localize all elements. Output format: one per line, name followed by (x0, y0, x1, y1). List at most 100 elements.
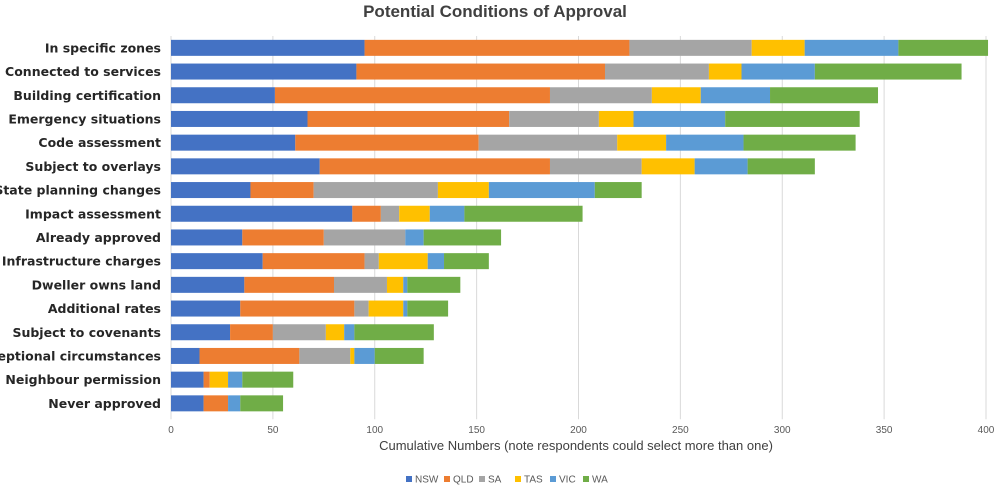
bar-segment-tas (751, 39, 805, 56)
bar-segment-sa (380, 205, 400, 222)
legend-label: WA (592, 475, 608, 486)
bar-segment-wa (444, 253, 489, 270)
category-label: Emergency situations (8, 111, 161, 126)
bar-segment-tas (399, 205, 430, 222)
x-tick-label: 100 (366, 425, 383, 436)
bar-segment-tas (350, 347, 355, 364)
x-tick-label: 150 (468, 425, 485, 436)
x-tick-label: 300 (774, 425, 791, 436)
bar-segment-tas (209, 371, 229, 388)
bar-segment-vic (354, 347, 375, 364)
bar-segment-tas (325, 324, 345, 341)
category-label: Already approved (36, 230, 161, 245)
bar-segment-tas (617, 134, 667, 151)
legend: NSW QLD SA TAS VIC WA (406, 475, 608, 486)
bar-segment-wa (725, 110, 860, 127)
bar-segment-qld (352, 205, 381, 222)
bar-segment-sa (509, 110, 599, 127)
bar-segment-qld (295, 134, 479, 151)
bar-segment-wa (594, 182, 642, 199)
bar-segment-wa (240, 395, 284, 412)
bar-segment-vic (700, 87, 771, 104)
bar-segment-qld (242, 229, 324, 246)
bar-segment-vic (228, 371, 243, 388)
bar-segment-sa (549, 158, 642, 175)
bar-segment-nsw (171, 395, 204, 412)
bar-segment-tas (378, 253, 428, 270)
category-label: In specific zones (45, 40, 161, 55)
legend-label: VIC (559, 475, 576, 486)
legend-label: NSW (415, 475, 439, 486)
bar-segment-wa (423, 229, 502, 246)
category-label: Impact assessment (25, 206, 161, 221)
bar-segment-nsw (171, 300, 241, 317)
bar-segment-nsw (171, 63, 357, 80)
category-label: Never approved (48, 396, 161, 411)
bar-segment-tas (651, 87, 701, 104)
bar-segment-qld (356, 63, 605, 80)
bar-segment-tas (641, 158, 695, 175)
category-label: Building certification (13, 88, 161, 103)
category-label: Code assessment (38, 135, 161, 150)
bar-segment-qld (319, 158, 550, 175)
bar-segment-vic (344, 324, 355, 341)
bar-segment-sa (334, 276, 387, 293)
bars (171, 39, 989, 412)
category-label: State planning changes (0, 183, 161, 198)
bar-segment-sa (272, 324, 326, 341)
legend-swatch-sa (479, 476, 485, 482)
bar-segment-vic (488, 182, 595, 199)
bar-segment-qld (203, 395, 229, 412)
x-tick-label: 50 (267, 425, 279, 436)
x-axis-title: Cumulative Numbers (note respondents cou… (379, 438, 773, 453)
x-tick-label: 350 (876, 425, 893, 436)
bar-segment-wa (770, 87, 879, 104)
bar-segment-wa (374, 347, 424, 364)
legend-swatch-wa (583, 476, 589, 482)
x-tick-label: 0 (168, 425, 174, 436)
legend-swatch-vic (550, 476, 556, 482)
bar-segment-wa (242, 371, 294, 388)
legend-label: QLD (453, 475, 474, 486)
category-label: Infrastructure charges (2, 254, 161, 269)
bar-segment-tas (437, 182, 489, 199)
bar-segment-nsw (171, 87, 275, 104)
category-label: Dweller owns land (32, 277, 161, 292)
bar-segment-qld (203, 371, 210, 388)
bar-segment-wa (407, 276, 461, 293)
bar-segment-tas (386, 276, 404, 293)
bar-segment-vic (804, 39, 899, 56)
category-label: Additional rates (48, 301, 161, 316)
bar-segment-sa (299, 347, 351, 364)
bar-segment-vic (694, 158, 748, 175)
bar-segment-sa (323, 229, 406, 246)
bar-segment-vic (633, 110, 726, 127)
bar-segment-sa (313, 182, 438, 199)
legend-swatch-tas (515, 476, 521, 482)
bar-segment-qld (307, 110, 510, 127)
bar-segment-qld (364, 39, 630, 56)
bar-segment-nsw (171, 158, 320, 175)
bar-segment-vic (429, 205, 465, 222)
bar-segment-nsw (171, 110, 308, 127)
bar-segment-qld (199, 347, 300, 364)
legend-label: SA (488, 475, 502, 486)
bar-segment-tas (708, 63, 742, 80)
bar-segment-wa (814, 63, 962, 80)
category-label: Exceptional circumstances (0, 348, 161, 363)
bar-segment-wa (407, 300, 449, 317)
bar-segment-wa (747, 158, 815, 175)
x-tick-label: 250 (672, 425, 689, 436)
bar-segment-nsw (171, 276, 245, 293)
bar-segment-vic (741, 63, 815, 80)
bar-segment-qld (262, 253, 365, 270)
bar-segment-vic (427, 253, 445, 270)
bar-segment-wa (464, 205, 583, 222)
bar-segment-vic (403, 276, 408, 293)
bar-segment-vic (228, 395, 241, 412)
bar-segment-wa (743, 134, 856, 151)
bar-segment-nsw (171, 253, 263, 270)
bar-segment-nsw (171, 134, 296, 151)
bar-segment-sa (629, 39, 752, 56)
